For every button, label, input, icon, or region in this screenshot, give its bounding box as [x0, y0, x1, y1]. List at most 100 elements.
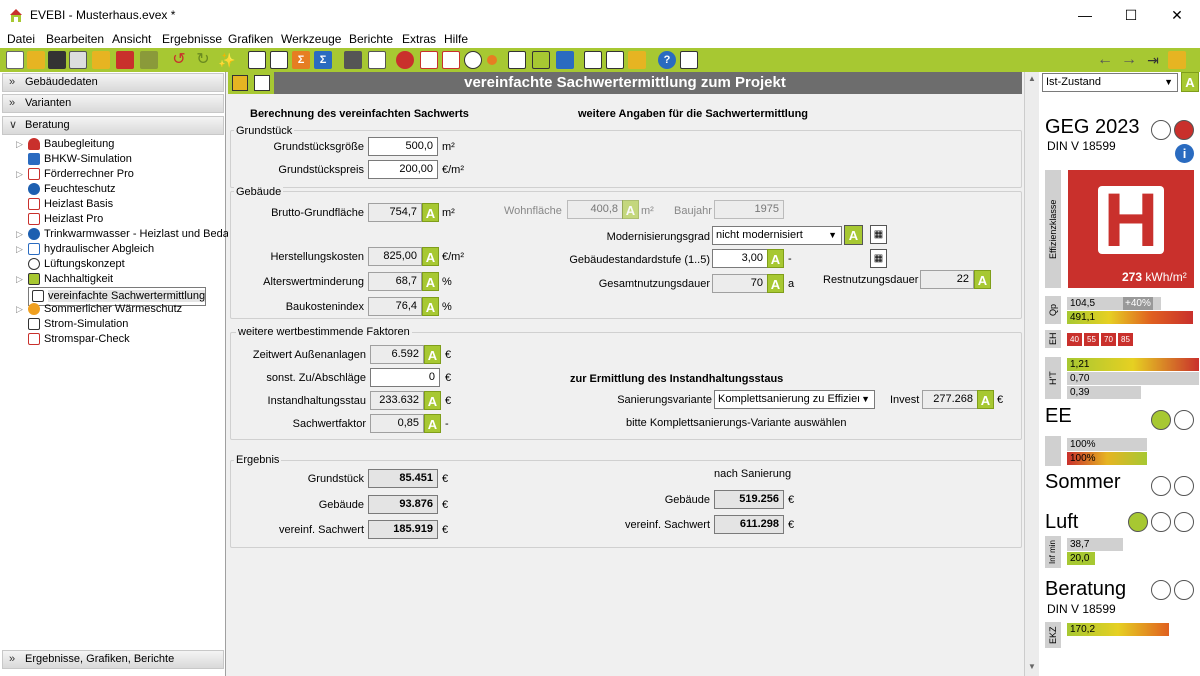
menu-extras[interactable]: Extras — [402, 32, 437, 46]
tree-item-trinkwarmwasser[interactable]: ▷ Trinkwarmwasser - Heizlast und Bedarf — [16, 228, 236, 241]
helmet-icon[interactable] — [396, 51, 414, 69]
export-icon[interactable] — [116, 51, 134, 69]
input-baukostenindex[interactable]: 76,4 — [368, 297, 422, 316]
heizlast-icon[interactable] — [420, 51, 438, 69]
tree-item-heizlast-basis[interactable]: Heizlast Basis — [28, 197, 113, 212]
input-herstellungskosten[interactable]: 825,00 — [368, 247, 422, 266]
auto-button-wohnflaeche[interactable]: A — [622, 200, 639, 219]
tree-item-stromspar[interactable]: Stromspar-Check — [28, 332, 130, 347]
tree-item-baubegleitung[interactable]: ▷ Baubegleitung — [16, 138, 115, 151]
import-icon[interactable] — [92, 51, 110, 69]
section-varianten[interactable]: » Varianten — [2, 94, 224, 113]
tree-item-nachhaltigkeit[interactable]: ▷ Nachhaltigkeit — [16, 273, 114, 286]
scroll-down-icon[interactable]: ▼ — [1028, 662, 1036, 671]
auto-button-gnd[interactable]: A — [767, 274, 784, 293]
auto-button-zeitwert[interactable]: A — [424, 345, 441, 364]
input-zuabschlaege[interactable]: 0 — [370, 368, 440, 387]
auto-button-bki[interactable]: A — [422, 297, 439, 316]
forward-arrow-icon[interactable]: → — [1121, 51, 1137, 68]
tree-item-hydraulisch[interactable]: ▷ hydraulischer Abgleich — [16, 243, 155, 256]
section-beratung[interactable]: ∨ Beratung — [2, 116, 224, 135]
input-restnutzungsdauer[interactable]: 22 — [920, 270, 974, 289]
exit-icon[interactable]: ⇥ — [1147, 52, 1159, 68]
scrollbar[interactable]: ▲ ▼ — [1025, 72, 1039, 676]
input-invest[interactable]: 277.268 — [922, 390, 978, 409]
open-folder-icon[interactable] — [27, 51, 45, 69]
redo-icon[interactable]: ↻ — [196, 51, 210, 68]
sum-icon[interactable]: Σ — [292, 51, 310, 69]
auto-button-modgrad[interactable]: A — [844, 225, 863, 245]
menu-grafiken[interactable]: Grafiken — [228, 32, 274, 46]
heizlast-pro-icon[interactable] — [442, 51, 460, 69]
help-icon[interactable]: ? — [658, 51, 676, 69]
calc-house-icon[interactable] — [232, 75, 248, 91]
menu-ansicht[interactable]: Ansicht — [112, 32, 152, 46]
tree-item-foerderrechner[interactable]: ▷ Förderrechner Pro — [16, 168, 134, 181]
scroll-up-icon[interactable]: ▲ — [1028, 74, 1036, 83]
info-doc-icon[interactable] — [680, 51, 698, 69]
section-ergebnisse[interactable]: » Ergebnisse, Grafiken, Berichte — [2, 650, 224, 669]
info-icon[interactable]: i — [1175, 144, 1194, 163]
table-icon[interactable] — [368, 51, 386, 69]
input-standardstufe[interactable]: 3,00 — [712, 249, 768, 268]
auto-button-variant[interactable]: A — [1181, 72, 1199, 92]
sun-icon[interactable] — [487, 55, 497, 65]
auto-button-rnd[interactable]: A — [974, 270, 991, 289]
auto-button-invest[interactable]: A — [977, 390, 994, 409]
minimize-button[interactable]: — — [1078, 7, 1092, 23]
menu-werkzeuge[interactable]: Werkzeuge — [281, 32, 342, 46]
input-grundstueckspreis[interactable]: 200,00 — [368, 160, 438, 179]
tree-item-lueftung[interactable]: Lüftungskonzept — [28, 257, 125, 272]
input-sachwertfaktor[interactable]: 0,85 — [370, 414, 424, 433]
new-file-icon[interactable] — [6, 51, 24, 69]
bhkw-icon[interactable] — [556, 51, 574, 69]
calculator-icon[interactable]: ▦ — [870, 225, 887, 244]
calc-icon[interactable] — [584, 51, 602, 69]
sum2-icon[interactable]: Σ — [314, 51, 332, 69]
tree-item-feuchteschutz[interactable]: Feuchteschutz — [28, 182, 116, 197]
menu-ergebnisse[interactable]: Ergebnisse — [162, 32, 223, 46]
select-sanierungsvariante[interactable]: Komplettsanierung zu Effizienz ▼ — [714, 390, 875, 409]
tree-item-heizlast-pro[interactable]: Heizlast Pro — [28, 212, 103, 227]
input-gesamtnutzungsdauer[interactable]: 70 — [712, 274, 768, 293]
input-bgf[interactable]: 754,7 — [368, 203, 422, 222]
section-gebaeudedaten[interactable]: » Gebäudedaten — [2, 73, 224, 92]
auto-button-faktor[interactable]: A — [424, 414, 441, 433]
report-icon[interactable] — [606, 51, 624, 69]
input-grundstuecksgroesse[interactable]: 500,0 — [368, 137, 438, 156]
tree-item-sommerschutz[interactable]: ▷ Sommerlicher Wärmeschutz — [16, 303, 183, 316]
select-modernisierungsgrad[interactable]: nicht modernisiert ▼ — [712, 226, 842, 245]
input-alterswertminderung[interactable]: 68,7 — [368, 272, 422, 291]
wizard-icon[interactable]: ✨ — [218, 52, 236, 68]
input-instandhaltungsstau[interactable]: 233.632 — [370, 391, 424, 410]
select-variant[interactable]: Ist-Zustand ▼ — [1042, 73, 1178, 92]
document-icon[interactable] — [248, 51, 266, 69]
auto-button-alter[interactable]: A — [422, 272, 439, 291]
auto-button-bgf[interactable]: A — [422, 203, 439, 222]
back-arrow-icon[interactable]: ← — [1097, 51, 1113, 68]
save-icon[interactable] — [48, 51, 66, 69]
demo-icon[interactable] — [140, 51, 158, 69]
edit-note-icon[interactable] — [1168, 51, 1186, 69]
auto-button-std[interactable]: A — [767, 249, 784, 268]
menu-hilfe[interactable]: Hilfe — [444, 32, 469, 46]
input-wohnflaeche[interactable]: 400,8 — [567, 200, 623, 219]
network-icon[interactable] — [508, 51, 526, 69]
maximize-button[interactable]: ☐ — [1124, 7, 1138, 23]
tree-icon[interactable] — [344, 51, 362, 69]
copy-icon[interactable] — [69, 51, 87, 69]
menu-berichte[interactable]: Berichte — [349, 32, 394, 46]
auto-button-herst[interactable]: A — [422, 247, 439, 266]
tree-item-sachwertermittlung[interactable]: vereinfachte Sachwertermittlung — [28, 287, 207, 306]
fan-icon[interactable] — [464, 51, 482, 69]
house-icon[interactable] — [532, 51, 550, 69]
tree-item-strom-simulation[interactable]: Strom-Simulation — [28, 317, 128, 332]
menu-datei[interactable]: Datei — [7, 32, 36, 46]
calculator-icon[interactable]: ▦ — [870, 249, 887, 268]
undo-icon[interactable]: ↺ — [172, 51, 186, 68]
print-icon[interactable] — [254, 75, 270, 91]
auto-button-stau[interactable]: A — [424, 391, 441, 410]
close-button[interactable]: ✕ — [1171, 7, 1183, 23]
input-baujahr[interactable]: 1975 — [714, 200, 784, 219]
tree-item-bhkw[interactable]: BHKW-Simulation — [28, 152, 132, 167]
